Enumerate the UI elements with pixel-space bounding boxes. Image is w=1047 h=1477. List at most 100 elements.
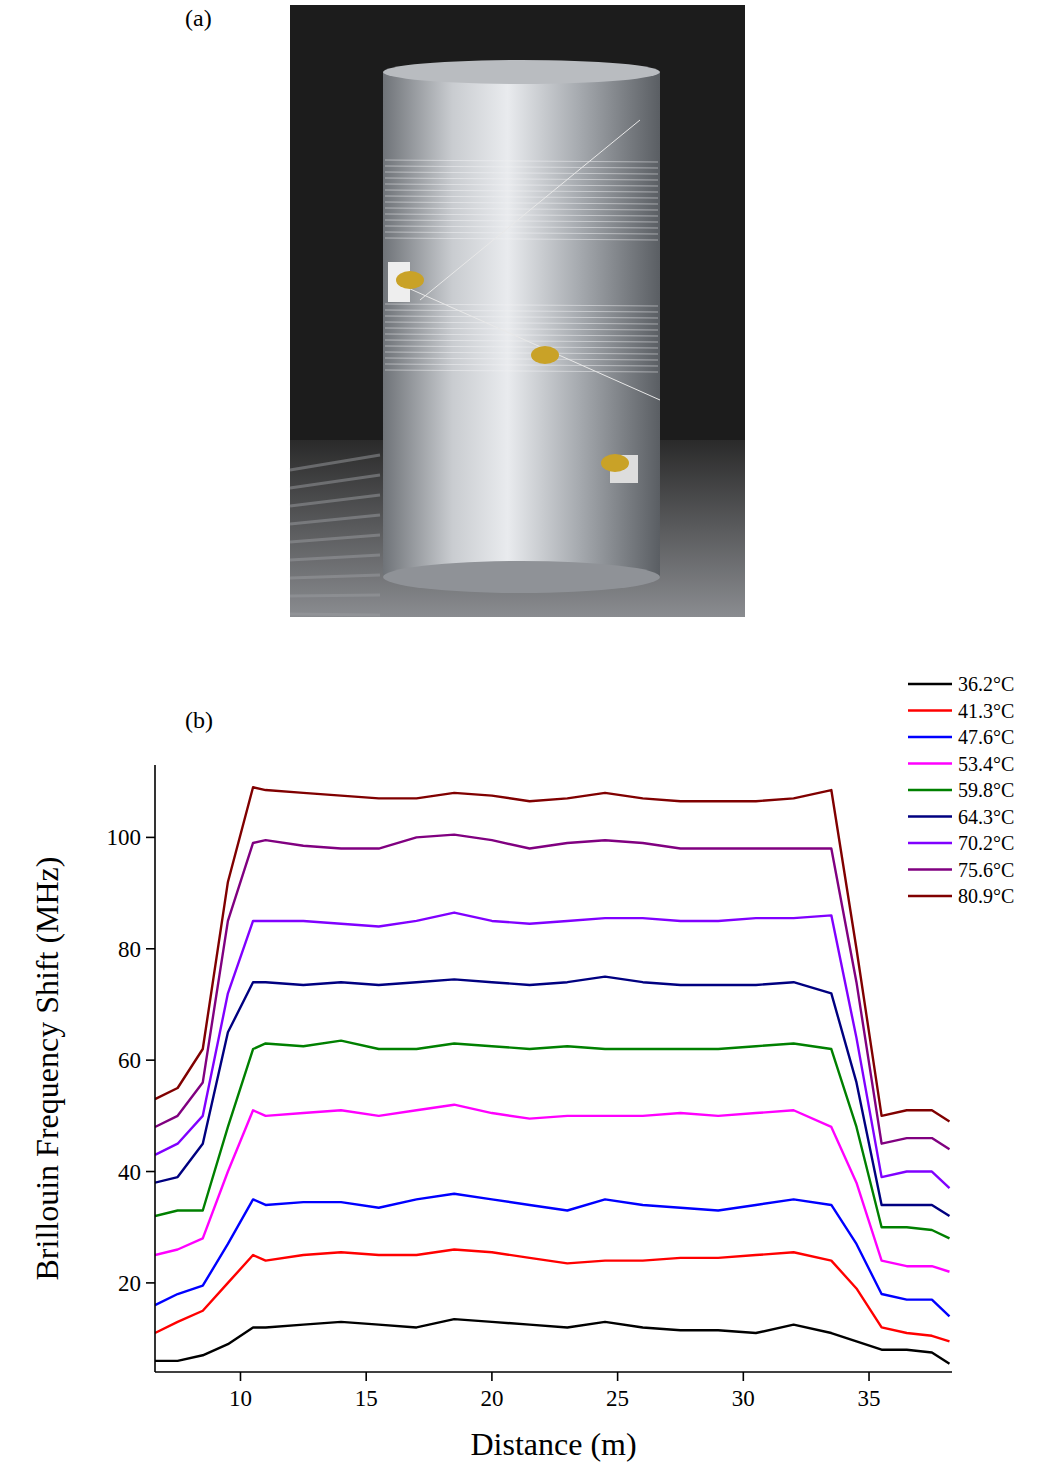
photo-sensor-glue [396,271,424,289]
legend-swatch [908,789,952,791]
y-tick-label: 80 [118,937,141,962]
series-line [155,977,949,1216]
series-line [155,1319,949,1364]
series-line [155,913,949,1189]
legend-label: 41.3°C [958,700,1014,722]
x-tick [240,1372,242,1381]
x-tick-label: 35 [858,1386,881,1411]
x-axis [155,1371,952,1373]
photo-fiber [420,120,640,300]
photo-fiber-winding [385,202,658,204]
y-tick [146,1171,155,1173]
photo-fiber [390,280,660,400]
photo-fiber-winding [385,208,658,210]
photo-rack [290,515,380,524]
x-tick [365,1372,367,1381]
series-group [155,787,949,1363]
photo-fiber-winding [385,340,658,342]
legend-label: 47.6°C [958,726,1014,748]
photo-fiber-winding [385,184,658,186]
photo-fiber-winding [385,316,658,318]
photo-fiber-winding [385,232,658,234]
legend-swatch [908,842,952,844]
panel-label: (a) [185,5,212,31]
photo-fiber-winding [385,226,658,228]
legend-label: 36.2°C [958,673,1014,695]
photo-fiber-winding [385,190,658,192]
y-tick [146,1282,155,1284]
legend-label: 64.3°C [958,806,1014,828]
y-tick-label: 20 [118,1271,141,1296]
legend-swatch [908,868,952,870]
photo-fiber-winding [385,322,658,324]
photo-background [290,5,745,617]
photo-rack [290,455,380,470]
photo-fiber-winding [385,310,658,312]
photo-fiber-winding [385,346,658,348]
legend-swatch [908,709,952,711]
x-tick [491,1372,493,1381]
photo-fiber-winding [385,166,658,168]
photo-fiber-winding [385,220,658,222]
legend-swatch [908,683,952,685]
series-line [155,835,949,1150]
photo-fiber-winding [385,304,658,306]
y-tick [146,837,155,839]
legend-label: 53.4°C [958,753,1014,775]
x-axis-title: Distance (m) [470,1426,636,1462]
series-line [155,1105,949,1272]
legend-label: 80.9°C [958,885,1014,907]
photo-fiber-winding [385,358,658,360]
photo-rack [290,575,380,578]
legend-swatch [908,736,952,738]
legend: 36.2°C 41.3°C 47.6°C 53.4°C 59.8°C 64.3°C 70.2… [908,673,1014,907]
x-tick [868,1372,870,1381]
photo-fiber-winding [385,364,658,366]
series-line [155,1249,949,1341]
y-tick-label: 60 [118,1048,141,1073]
legend-swatch [908,815,952,817]
figure: (a) (b) 20 40 60 80 100 10 15 20 25 30 35 Distance (m… [0,0,1047,1477]
legend-swatch [908,895,952,897]
series-line [155,1194,949,1317]
x-tick-label: 20 [480,1386,503,1411]
y-tick-label: 40 [118,1160,141,1185]
photo-fiber-winding [385,196,658,198]
x-tick-label: 10 [229,1386,252,1411]
photo-fiber-winding [385,172,658,174]
x-tick-label: 25 [606,1386,629,1411]
legend-swatch [908,762,952,764]
photo-fiber-winding [385,370,658,372]
legend-label: 70.2°C [958,832,1014,854]
y-tick [146,1059,155,1061]
photo-fiber-winding [385,160,658,162]
photo-fiber-winding [385,214,658,216]
photo-sensor-glue [601,454,629,472]
photo-fiber-winding [385,328,658,330]
y-tick-label: 100 [107,825,142,850]
photo-fiber-winding [385,334,658,336]
x-tick [617,1372,619,1381]
photo-rack [290,475,380,488]
y-axis-title: Brillouin Frequency Shift (MHz) [29,857,65,1281]
photo-fiber-winding [385,178,658,180]
legend-label: 59.8°C [958,779,1014,801]
y-tick [146,948,155,950]
legend-label: 75.6°C [958,859,1014,881]
x-tick-label: 30 [732,1386,755,1411]
photo-rack [290,495,380,506]
x-tick-label: 15 [355,1386,378,1411]
photo-rack [290,535,380,542]
photo-cylinder-bottom [383,561,660,593]
photo-fiber-winding [385,352,658,354]
x-tick [743,1372,745,1381]
photo-rack [290,595,380,596]
photo-cylinder-top [383,60,660,84]
photo [290,5,745,617]
panel-label: (b) [185,707,213,733]
photo-sensor-glue [531,346,559,364]
photo-fiber-winding [385,238,658,240]
y-axis [154,765,156,1372]
series-line [155,787,949,1121]
series-line [155,1041,949,1239]
